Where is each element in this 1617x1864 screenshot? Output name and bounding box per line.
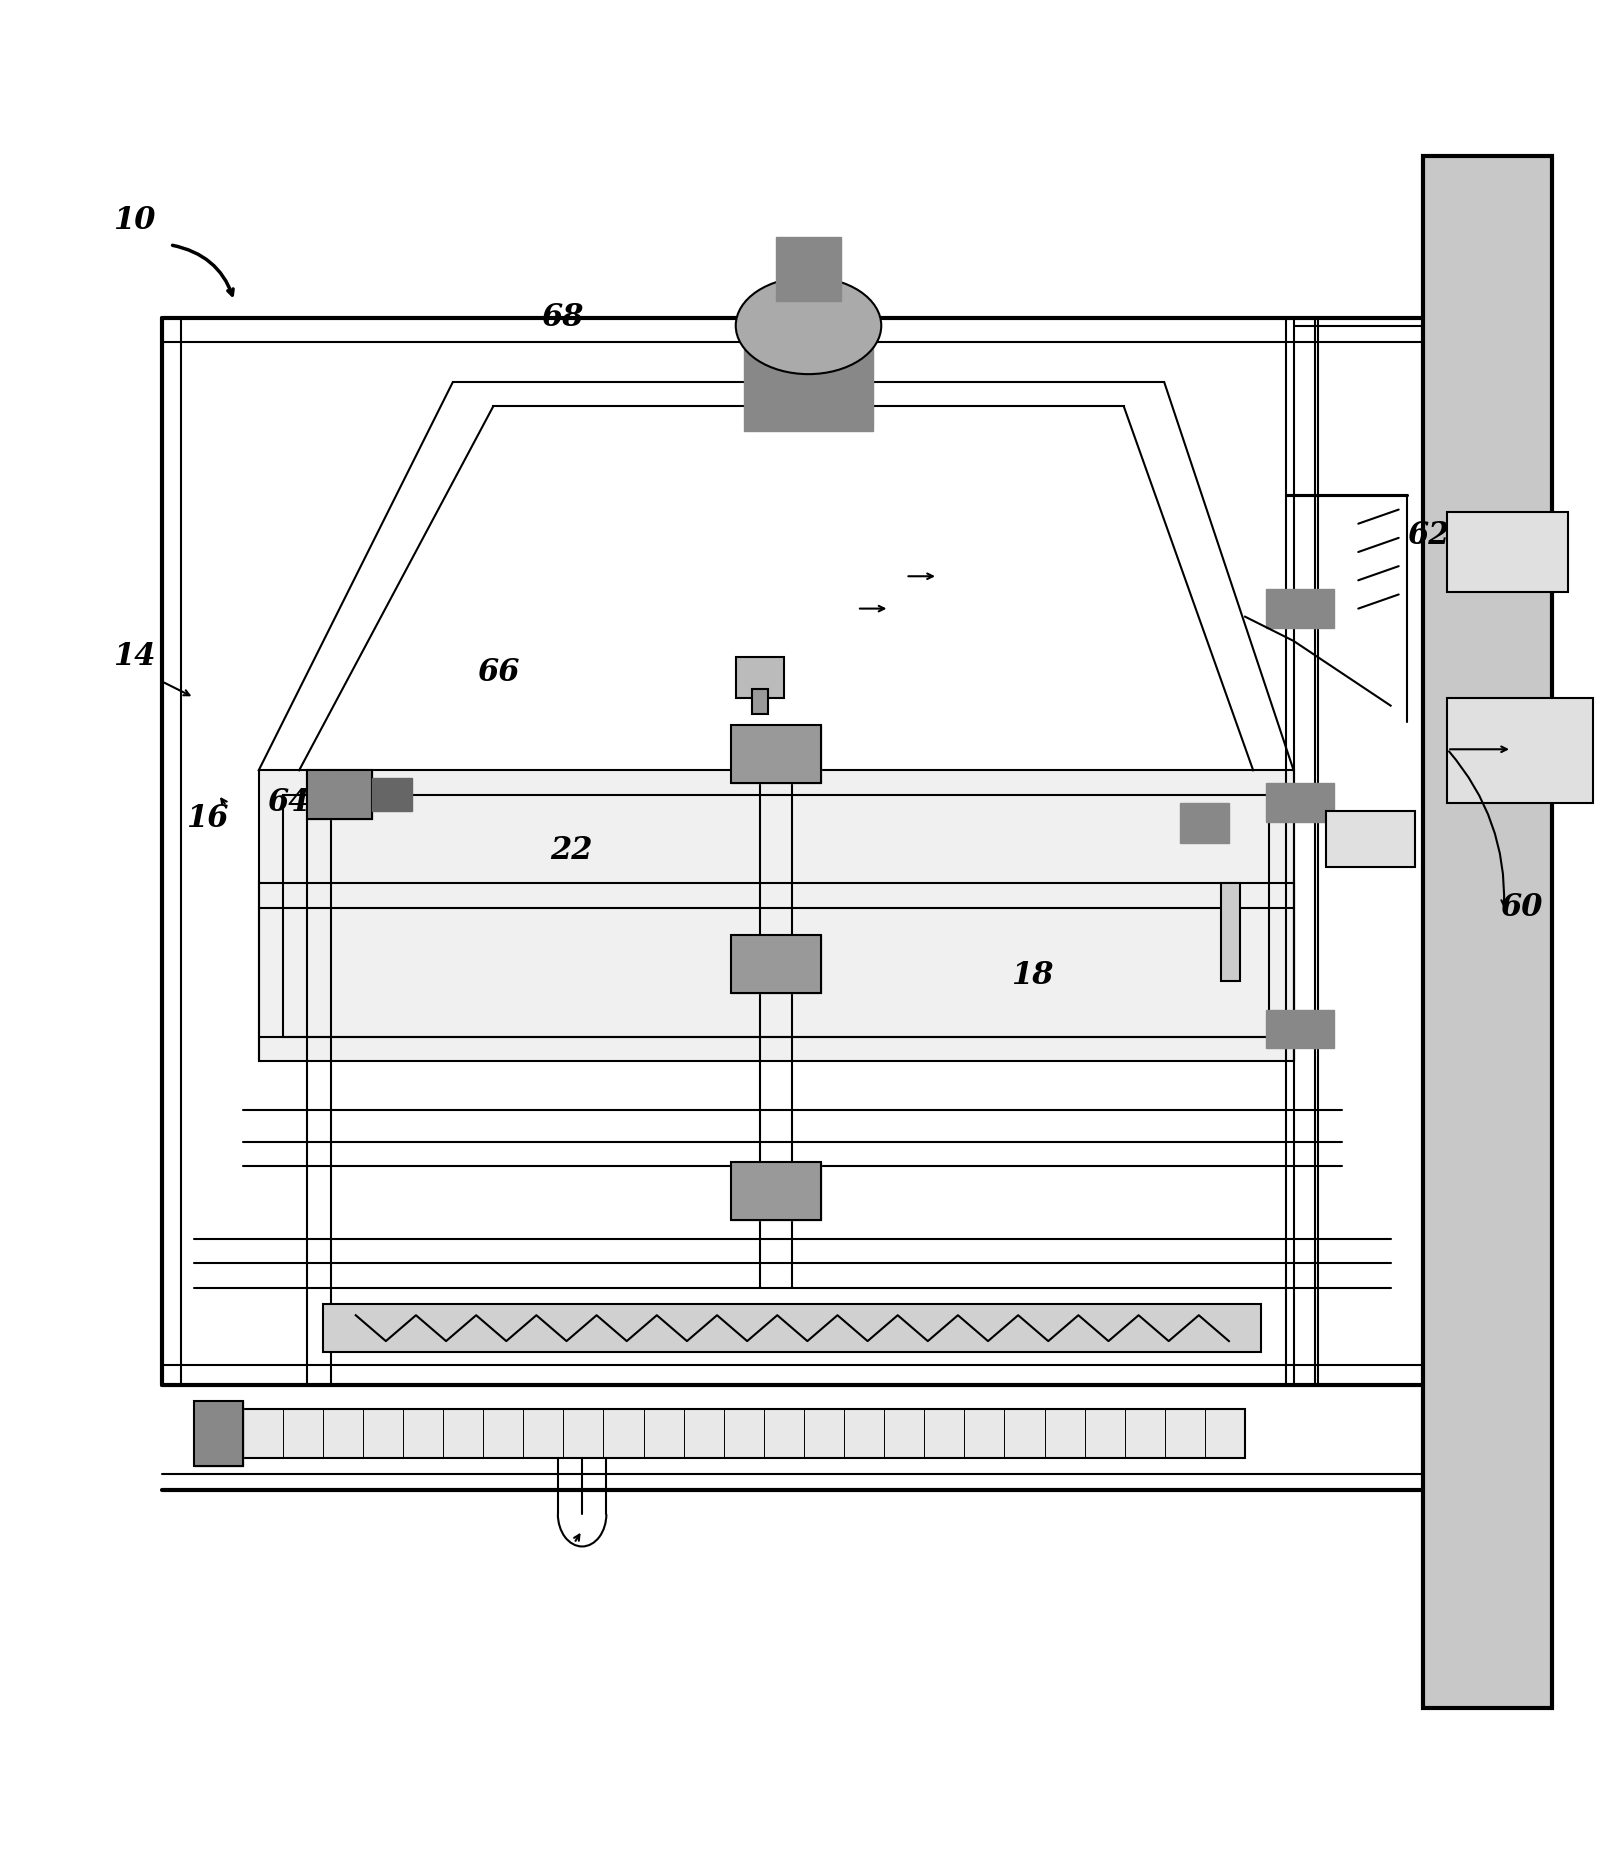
Bar: [744, 334, 873, 431]
Bar: [1447, 511, 1568, 593]
Bar: [731, 936, 821, 994]
Text: 10: 10: [113, 205, 155, 235]
Bar: [1180, 803, 1229, 843]
Bar: [194, 1402, 243, 1465]
Text: 64: 64: [267, 787, 309, 818]
Bar: [731, 725, 821, 783]
Ellipse shape: [736, 278, 881, 375]
Text: 18: 18: [1011, 960, 1053, 992]
Text: 68: 68: [542, 302, 584, 332]
Bar: [1423, 157, 1552, 1707]
Text: 62: 62: [1407, 520, 1449, 552]
Bar: [1266, 783, 1334, 822]
Bar: [307, 770, 372, 818]
Bar: [731, 1161, 821, 1219]
Text: 16: 16: [186, 803, 228, 833]
Bar: [1326, 811, 1415, 867]
Bar: [243, 1409, 1245, 1458]
Bar: [731, 1161, 821, 1219]
Bar: [1266, 1010, 1334, 1048]
Bar: [1423, 157, 1552, 1707]
Bar: [731, 725, 821, 783]
Bar: [1266, 589, 1334, 628]
Bar: [731, 936, 821, 994]
Bar: [307, 770, 372, 818]
Bar: [372, 779, 412, 811]
Text: 14: 14: [113, 641, 155, 673]
Bar: [259, 770, 1294, 1061]
Bar: [194, 1402, 243, 1465]
Bar: [1221, 884, 1240, 980]
Bar: [752, 690, 768, 714]
Text: 60: 60: [1501, 891, 1543, 923]
Bar: [283, 794, 1269, 1036]
Bar: [323, 1305, 1261, 1353]
Text: 22: 22: [550, 835, 592, 867]
Bar: [736, 658, 784, 697]
Text: 66: 66: [477, 658, 519, 688]
Bar: [1447, 697, 1593, 803]
Bar: [776, 237, 841, 302]
